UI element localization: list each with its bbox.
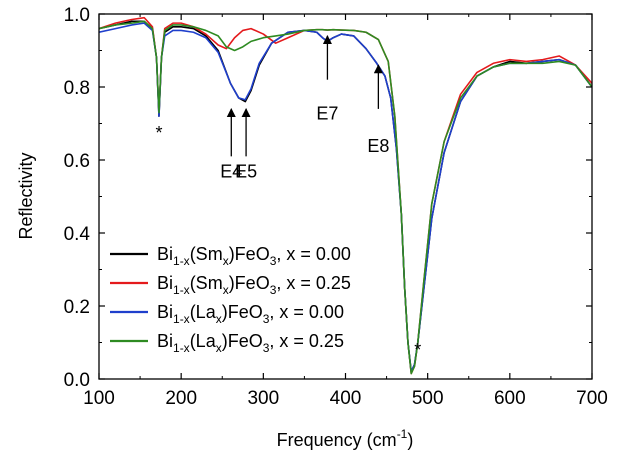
series-line-4 (99, 20, 592, 375)
x-axis-title: Frequency (cm-1) (277, 427, 414, 450)
y-axis-title: Reflectivity (16, 152, 36, 239)
legend-entry: Bi1-x(Smx)FeO3, x = 0.00 (110, 244, 351, 268)
y-tick-label: 1.0 (64, 5, 90, 26)
y-tick-label: 0.6 (64, 151, 90, 172)
x-tick-label: 500 (412, 388, 444, 409)
x-tick-label: 200 (165, 388, 197, 409)
y-tick-label: 0.0 (64, 370, 90, 391)
x-tick-label: 100 (83, 388, 115, 409)
legend-label: Bi1-x(Lax)FeO3, x = 0.00 (157, 302, 344, 326)
legend-label: Bi1-x(Lax)FeO3, x = 0.25 (157, 331, 344, 355)
series-line-3 (99, 22, 592, 373)
x-tick-label: 300 (247, 388, 279, 409)
peak-star-marker: * (155, 123, 162, 143)
mode-label: E7 (316, 103, 338, 123)
mode-label: E4 (220, 162, 242, 182)
legend-entry: Bi1-x(Lax)FeO3, x = 0.25 (110, 331, 344, 355)
y-tick-label: 0.4 (64, 224, 91, 245)
x-tick-label: 400 (330, 388, 362, 409)
legend-label: Bi1-x(Smx)FeO3, x = 0.25 (157, 273, 351, 297)
legend-entry: Bi1-x(Lax)FeO3, x = 0.00 (110, 302, 344, 326)
y-tick-label: 0.2 (64, 297, 90, 318)
legend: Bi1-x(Smx)FeO3, x = 0.00 Bi1-x(Smx)FeO3, … (110, 244, 351, 355)
axes: 100 200 300 400 500 600 700 0.0 0.2 0.4 0.6 0.8 1.0 (64, 5, 608, 409)
x-tick-label: 600 (494, 388, 526, 409)
series-layer (99, 16, 592, 375)
y-tick-label: 0.8 (64, 78, 90, 99)
legend-entry: Bi1-x(Smx)FeO3, x = 0.25 (110, 273, 351, 297)
mode-label: E5 (235, 162, 257, 182)
x-tick-label: 700 (576, 388, 608, 409)
peak-star-marker: * (414, 340, 421, 360)
mode-label: E8 (367, 136, 389, 156)
legend-label: Bi1-x(Smx)FeO3, x = 0.00 (157, 244, 351, 268)
